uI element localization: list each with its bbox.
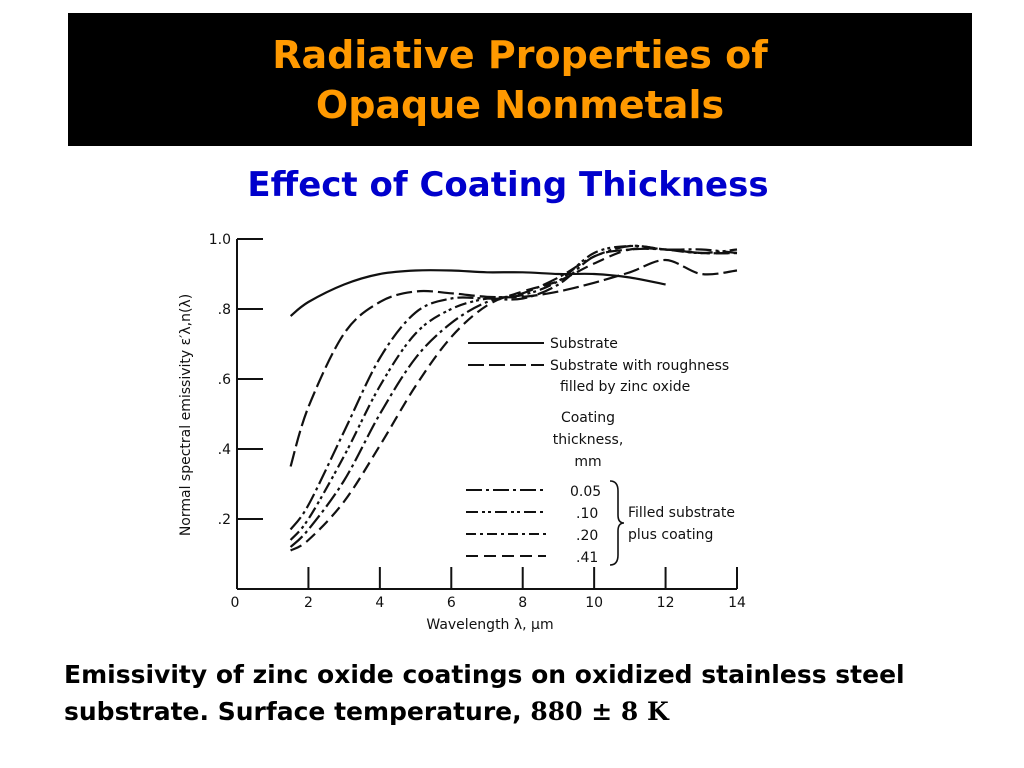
series-line-0 [289, 269, 666, 317]
legend-coating-header-1: Coating [561, 410, 615, 426]
chart-axes: .2 .4 .6 .8 1.0 0 2 4 6 8 10 12 14 [209, 232, 746, 611]
title-banner: Radiative Properties of Opaque Nonmetals [68, 13, 972, 146]
caption-text: Emissivity of zinc oxide coatings on oxi… [64, 660, 905, 726]
y-axis-label: Normal spectral emissivity ε′λ,n(λ) [178, 294, 194, 536]
x-tick-label: 14 [728, 595, 746, 611]
y-tick-label: .4 [218, 442, 231, 458]
x-tick-label: 10 [585, 595, 603, 611]
page-title-line-2: Opaque Nonmetals [315, 82, 725, 127]
x-tick-label: 0 [231, 595, 240, 611]
x-tick-label: 12 [657, 595, 675, 611]
legend-label-roughness-2: filled by zinc oxide [560, 379, 690, 395]
legend-coating-header-3: mm [574, 454, 601, 470]
chart-series [289, 244, 738, 552]
legend-coating-header-2: thickness, [553, 432, 624, 448]
series-line-5 [290, 247, 738, 552]
legend-label-041: .41 [576, 550, 598, 566]
legend-label-005: 0.05 [570, 484, 601, 500]
legend-label-020: .20 [576, 528, 598, 544]
figure-caption: Emissivity of zinc oxide coatings on oxi… [64, 656, 994, 730]
x-axis-label: Wavelength λ, μm [426, 617, 553, 633]
x-tick-label: 6 [447, 595, 456, 611]
legend-bracket [609, 480, 625, 566]
x-tick-label: 2 [304, 595, 313, 611]
y-tick-label: .8 [218, 302, 231, 318]
y-tick-label: 1.0 [209, 232, 231, 248]
series-line-4 [289, 244, 738, 548]
x-tick-label: 8 [518, 595, 527, 611]
x-tick-label: 4 [375, 595, 384, 611]
legend-bracket-label-1: Filled substrate [628, 505, 735, 521]
legend-label-010: .10 [576, 506, 598, 522]
emissivity-chart: .2 .4 .6 .8 1.0 0 2 4 6 8 10 12 14 Normal spectral e… [170, 225, 770, 635]
chart-legend: Substrate Substrate with roughness fille… [466, 336, 735, 566]
y-tick-label: .6 [218, 372, 231, 388]
caption-temperature: 880 ± 8 K [530, 697, 669, 726]
legend-label-roughness-1: Substrate with roughness [550, 358, 729, 374]
legend-bracket-label-2: plus coating [628, 527, 713, 543]
y-tick-label: .2 [218, 512, 231, 528]
emissivity-chart-svg: .2 .4 .6 .8 1.0 0 2 4 6 8 10 12 14 Normal spectral e… [178, 232, 746, 633]
slide-subtitle: Effect of Coating Thickness [247, 165, 769, 205]
page-title-line-1: Radiative Properties of [272, 32, 768, 77]
legend-label-substrate: Substrate [550, 336, 618, 352]
